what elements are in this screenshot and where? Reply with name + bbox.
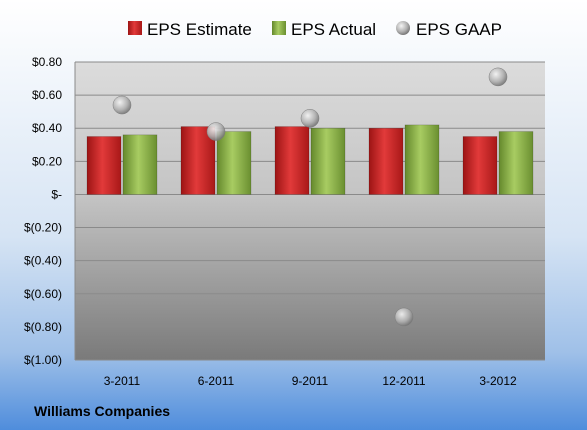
bar-eps-estimate xyxy=(462,136,498,195)
y-tick-label: $(0.60) xyxy=(24,287,62,301)
bar-eps-estimate xyxy=(86,136,122,195)
gaap-points xyxy=(112,67,508,327)
y-tick-label: $(0.40) xyxy=(24,254,62,268)
y-tick-label: $- xyxy=(51,187,62,201)
x-tick-label: 3-2012 xyxy=(479,374,517,388)
bar-eps-actual xyxy=(122,134,158,195)
legend-label-estimate: EPS Estimate xyxy=(147,20,252,39)
legend-item-estimate: EPS Estimate xyxy=(128,20,252,39)
y-tick-label: $(0.20) xyxy=(24,221,62,235)
plot-area xyxy=(75,62,545,360)
bar-eps-actual xyxy=(216,131,252,195)
company-label: Williams Companies xyxy=(34,403,170,419)
y-tick-label: $(0.80) xyxy=(24,320,62,334)
point-eps-gaap xyxy=(488,67,508,87)
x-tick-label: 9-2011 xyxy=(292,374,329,388)
x-tick-label: 12-2011 xyxy=(382,374,425,388)
point-eps-gaap xyxy=(300,109,320,128)
bar-eps-estimate xyxy=(368,127,404,195)
legend-swatch-estimate xyxy=(128,21,142,35)
y-tick-label: $(1.00) xyxy=(24,353,62,367)
x-tick-label: 3-2011 xyxy=(104,374,141,388)
bar-eps-estimate xyxy=(274,126,310,195)
point-eps-gaap xyxy=(206,122,226,141)
gridlines xyxy=(74,61,545,361)
bars xyxy=(86,124,534,195)
bar-eps-actual xyxy=(404,124,440,195)
y-tick-label: $0.80 xyxy=(32,55,62,69)
legend-marker-gaap xyxy=(396,21,410,35)
point-eps-gaap xyxy=(394,307,414,327)
legend-label-gaap: EPS GAAP xyxy=(416,20,502,39)
y-tick-label: $0.60 xyxy=(32,88,62,102)
legend-label-actual: EPS Actual xyxy=(291,20,376,39)
legend: EPS Estimate EPS Actual EPS GAAP xyxy=(128,20,502,39)
bar-eps-actual xyxy=(498,131,534,195)
y-tick-label: $0.40 xyxy=(32,121,62,135)
y-axis-ticks: $0.80 $0.60 $0.40 $0.20 $- $(0.20) $(0.40) $(0.… xyxy=(24,55,62,367)
legend-item-gaap: EPS GAAP xyxy=(396,20,502,39)
y-tick-label: $0.20 xyxy=(32,154,62,168)
point-eps-gaap xyxy=(112,95,132,115)
bar-eps-actual xyxy=(310,127,346,195)
legend-item-actual: EPS Actual xyxy=(272,20,376,39)
x-axis-ticks: 3-2011 6-2011 9-2011 12-2011 3-2012 xyxy=(104,374,517,388)
legend-swatch-actual xyxy=(272,21,286,35)
x-tick-label: 6-2011 xyxy=(198,374,235,388)
